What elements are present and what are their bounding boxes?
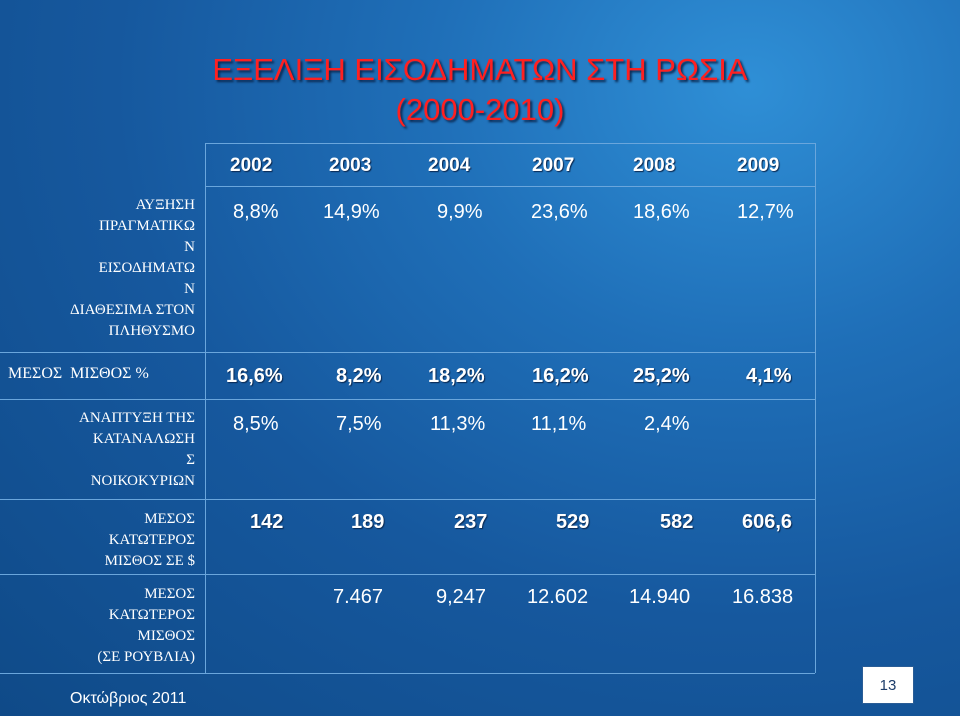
row-label-min-wage-rub: ΜΕΣΟΣ ΚΑΤΩΤΕΡΟΣ ΜΙΣΘΟΣ (ΣΕ ΡΟΥΒΛΙΑ) bbox=[97, 586, 195, 665]
table-cell: 23,6% bbox=[531, 201, 588, 223]
table-cell: 7.467 bbox=[333, 586, 384, 608]
table-cell: 12,7% bbox=[737, 201, 794, 223]
table-cell: 11,1% bbox=[531, 413, 587, 435]
table-line bbox=[0, 399, 815, 400]
table-cell: 14.940 bbox=[629, 586, 691, 608]
table-line bbox=[0, 673, 815, 674]
table-cell: 4,1% bbox=[746, 365, 792, 387]
table-cell: 18,6% bbox=[633, 201, 690, 223]
year-header: 2002 bbox=[230, 155, 273, 176]
table-line bbox=[0, 352, 815, 353]
table-cell: 8,2% bbox=[336, 365, 382, 387]
page-number: 13 bbox=[862, 666, 914, 704]
table-line bbox=[205, 186, 815, 187]
table-cell: 9,9% bbox=[437, 201, 483, 223]
row-label-average-wage: ΜΕΣΟΣ ΜΙΣΘΟΣ % bbox=[8, 365, 149, 382]
table-cell: 189 bbox=[351, 511, 385, 533]
table-cell: 25,2% bbox=[633, 365, 690, 387]
table-cell: 16,6% bbox=[226, 365, 283, 387]
table-line bbox=[815, 143, 816, 673]
year-header: 2007 bbox=[532, 155, 575, 176]
year-header: 2004 bbox=[428, 155, 471, 176]
slide-subtitle: (2000-2010) bbox=[395, 92, 565, 127]
table-cell: 14,9% bbox=[323, 201, 380, 223]
table-cell: 8,5% bbox=[233, 413, 279, 435]
table-line bbox=[0, 499, 815, 500]
table-cell: 9,247 bbox=[436, 586, 487, 608]
footer-date: Οκτώβριος 2011 bbox=[70, 690, 187, 707]
slide-title: ΕΞΕΛΙΞΗ ΕΙΣΟΔΗΜΑΤΩΝ ΣΤΗ ΡΩΣΙΑ bbox=[212, 52, 748, 87]
table-cell: 582 bbox=[660, 511, 694, 533]
table-cell: 8,8% bbox=[233, 201, 279, 223]
table-line bbox=[205, 143, 815, 144]
table-cell: 12.602 bbox=[527, 586, 589, 608]
table-cell: 237 bbox=[454, 511, 488, 533]
year-header: 2008 bbox=[633, 155, 676, 176]
year-header: 2003 bbox=[329, 155, 372, 176]
row-label-min-wage-usd: ΜΕΣΟΣ ΚΑΤΩΤΕΡΟΣ ΜΙΣΘΟΣ ΣΕ $ bbox=[104, 511, 195, 569]
table-cell: 16,2% bbox=[532, 365, 589, 387]
table-cell: 606,6 bbox=[742, 511, 793, 533]
table-cell: 2,4% bbox=[644, 413, 690, 435]
table-cell: 18,2% bbox=[428, 365, 485, 387]
income-table: 2002 2003 2004 2007 2008 2009 ΑΥΞΗΣΗ ΠΡΑ… bbox=[0, 143, 960, 674]
table-line bbox=[205, 143, 206, 673]
table-cell: 7,5% bbox=[336, 413, 382, 435]
table-line bbox=[0, 574, 815, 575]
year-header: 2009 bbox=[737, 155, 780, 176]
table-cell: 142 bbox=[250, 511, 284, 533]
row-label-real-income: ΑΥΞΗΣΗ ΠΡΑΓΜΑΤΙΚΩ Ν ΕΙΣΟΔΗΜΑΤΩ Ν ΔΙΑΘΕΣΙ… bbox=[70, 197, 195, 339]
table-cell: 529 bbox=[556, 511, 590, 533]
table-cell: 11,3% bbox=[430, 413, 486, 435]
table-cell: 16.838 bbox=[732, 586, 794, 608]
row-label-consumption: ΑΝΑΠΤΥΞΗ ΤΗΣ ΚΑΤΑΝΑΛΩΣΗ Σ ΝΟΙΚΟΚΥΡΙΩΝ bbox=[78, 410, 195, 489]
